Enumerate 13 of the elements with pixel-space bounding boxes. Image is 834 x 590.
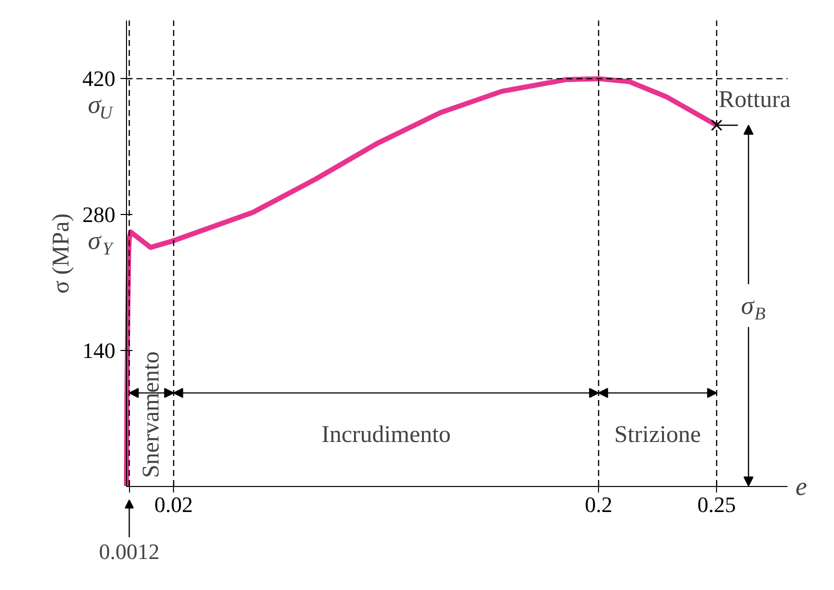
y-tick-label: 420	[82, 66, 116, 92]
x-tick-label: 0.2	[584, 492, 612, 518]
x-tick-label: 0.02	[154, 492, 193, 518]
annotation: Rottura	[718, 87, 791, 114]
y-axis-title: σ (MPa)	[48, 213, 74, 294]
annotation: 0.0012	[99, 539, 160, 564]
y-tick-label: 280	[82, 202, 116, 227]
annotation: Incrudimento	[321, 422, 451, 448]
annotation: Strizione	[614, 422, 701, 448]
annotation: Snervamento	[138, 351, 164, 478]
x-tick-label: 0.25	[697, 492, 736, 518]
x-axis-title: e	[795, 472, 807, 502]
y-tick-label: 140	[82, 338, 116, 363]
